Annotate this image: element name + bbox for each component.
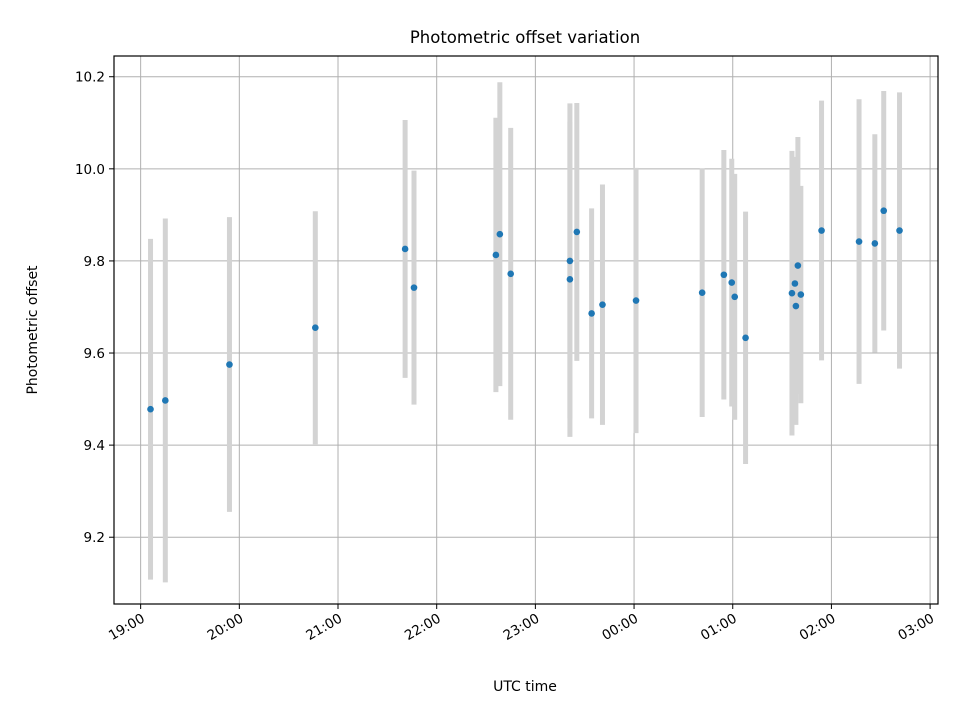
x-tick-label: 02:00 [797, 611, 839, 644]
y-axis-title: Photometric offset [25, 265, 41, 395]
tick-layer: 19:00 20:00 21:00 22:00 23:00 00:00 01:00 02:00… [75, 70, 937, 644]
data-point [731, 293, 739, 301]
y-tick-label: 10.2 [75, 70, 105, 86]
data-point [797, 291, 805, 298]
data-point-layer [147, 207, 903, 413]
data-point [880, 207, 888, 215]
data-point [720, 271, 728, 279]
data-point [496, 230, 504, 238]
data-point [588, 310, 595, 317]
data-point [573, 228, 581, 236]
x-tick-label: 21:00 [303, 611, 345, 644]
data-point [818, 227, 825, 234]
x-axis-title: UTC time [493, 679, 557, 695]
data-point [896, 227, 903, 234]
data-point [794, 262, 802, 269]
data-point [492, 251, 500, 259]
plot-frame [113, 55, 939, 605]
grid-layer [114, 56, 938, 604]
x-tick-label: 00:00 [599, 611, 641, 644]
data-point [312, 324, 319, 331]
data-point [728, 279, 736, 286]
y-tick-label: 9.2 [84, 530, 105, 546]
y-tick-label: 9.4 [84, 438, 105, 454]
x-tick-label: 23:00 [501, 611, 543, 644]
x-tick-label: 20:00 [205, 611, 247, 644]
x-tick-label: 22:00 [402, 611, 444, 644]
data-point [599, 301, 606, 308]
data-point [162, 397, 169, 404]
data-point [401, 245, 409, 253]
data-point [788, 289, 796, 297]
x-tick-label: 19:00 [106, 611, 148, 644]
data-point [507, 270, 515, 278]
data-point [147, 405, 154, 413]
data-point [698, 289, 706, 296]
data-point [226, 361, 233, 368]
data-point [742, 334, 749, 342]
data-point [855, 238, 863, 245]
x-tick-label: 03:00 [895, 611, 937, 644]
data-point [632, 297, 640, 304]
y-tick-label: 9.6 [84, 346, 105, 362]
data-point [566, 276, 574, 283]
data-point [566, 257, 574, 265]
x-tick-label: 01:00 [698, 611, 740, 644]
data-point [791, 280, 799, 287]
chart-title: Photometric offset variation [410, 28, 640, 47]
data-point [871, 240, 879, 247]
data-point [792, 302, 800, 310]
data-point [410, 284, 418, 291]
y-tick-label: 10.0 [75, 162, 105, 178]
error-bar-layer [148, 82, 903, 583]
y-tick-label: 9.8 [84, 254, 105, 270]
